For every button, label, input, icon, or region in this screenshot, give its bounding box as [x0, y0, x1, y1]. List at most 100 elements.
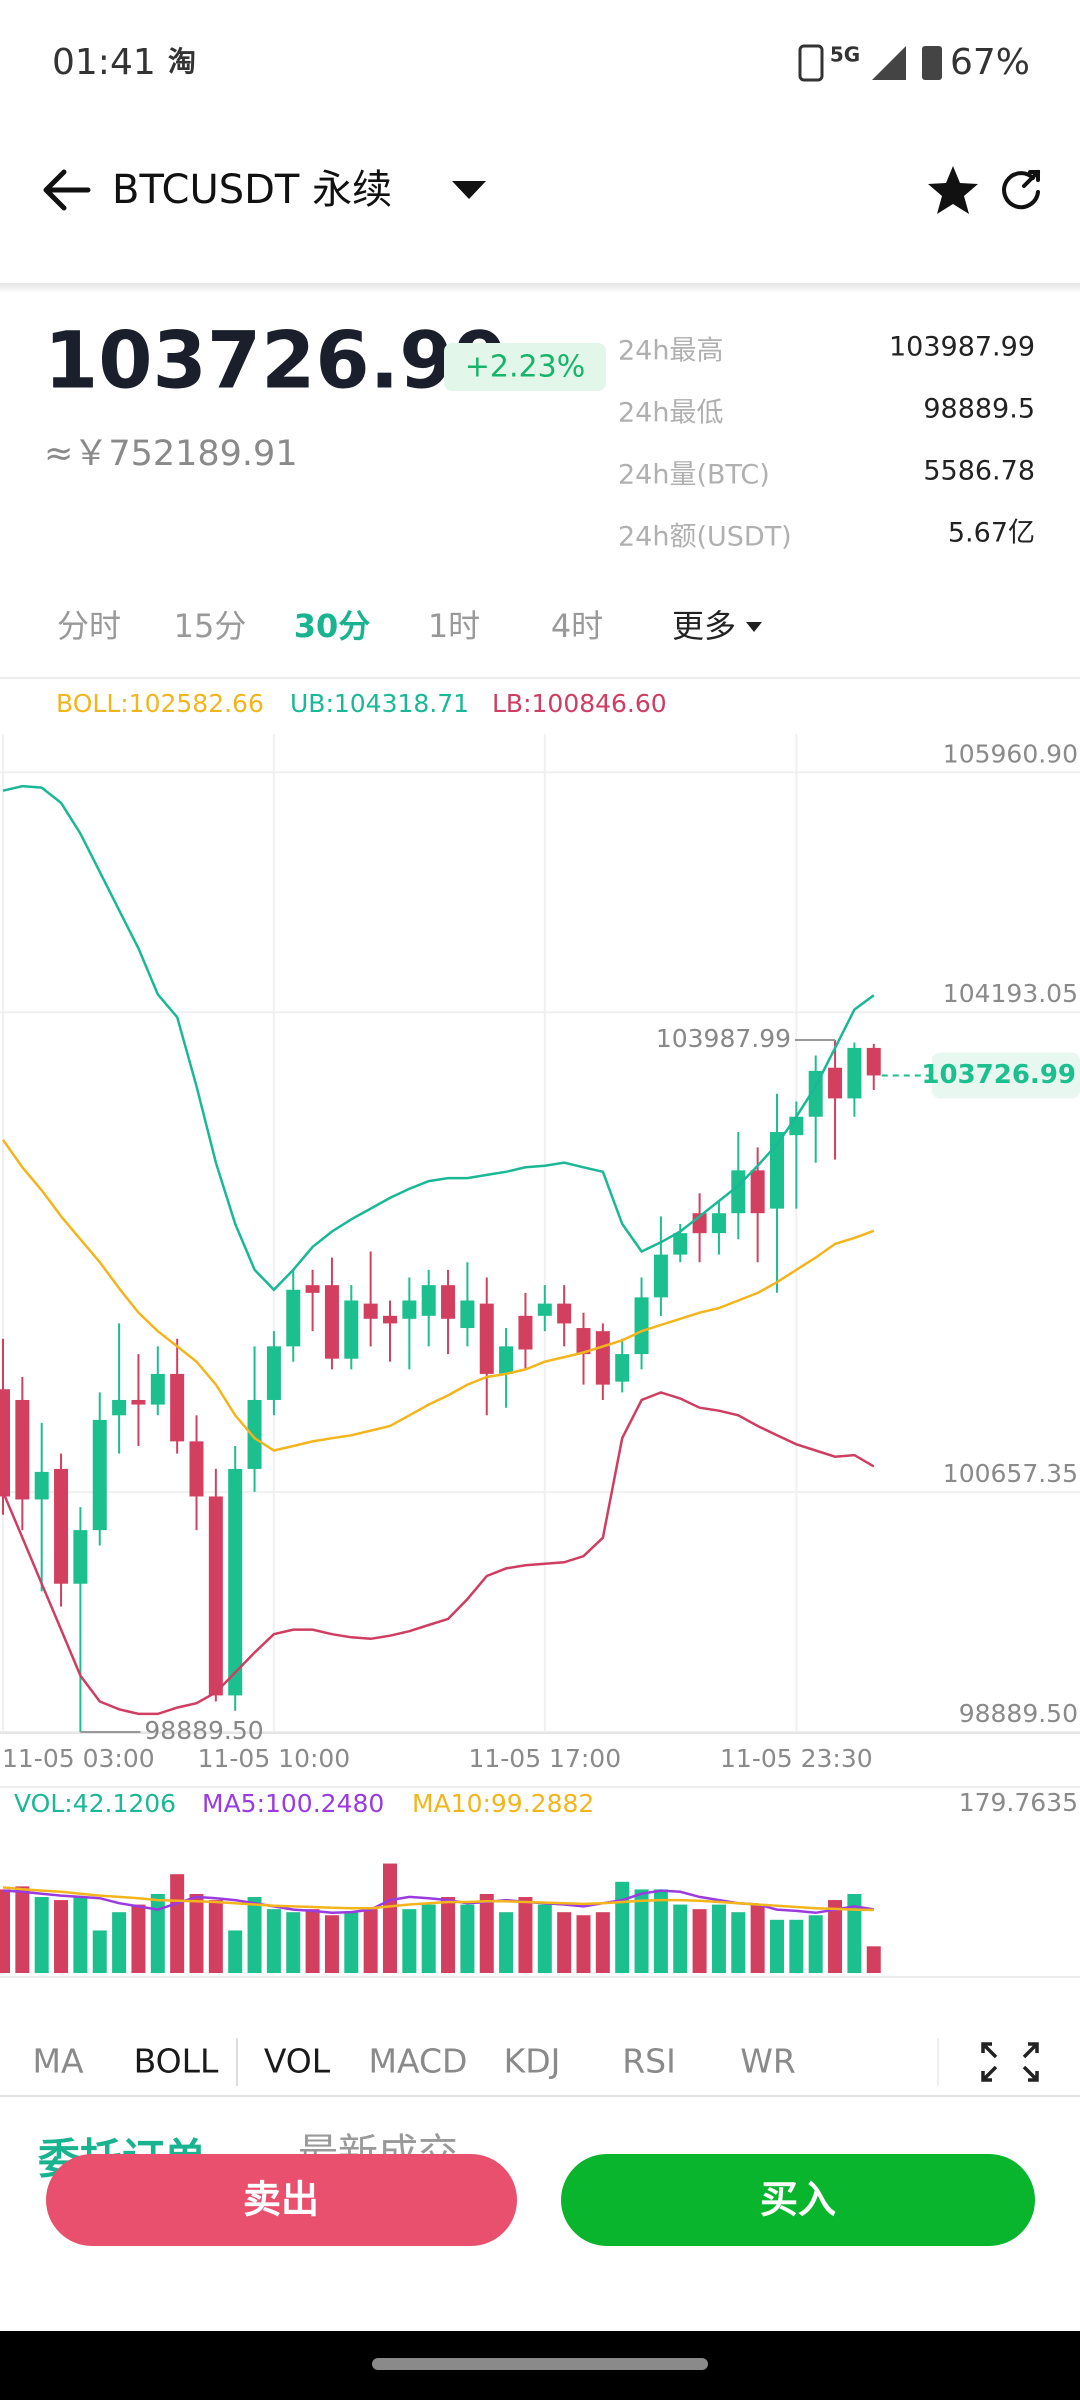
- candle-body: [324, 1285, 339, 1359]
- volume-bar: [866, 1946, 881, 1973]
- fullscreen-button[interactable]: [981, 2042, 1039, 2082]
- volume-bar: [576, 1915, 591, 1973]
- timeframe-tab[interactable]: 15分: [174, 607, 247, 645]
- volume-bar: [479, 1893, 494, 1973]
- timeframe-tab[interactable]: 30分: [294, 607, 371, 645]
- back-button[interactable]: [43, 169, 91, 211]
- buy-button[interactable]: [561, 2154, 1035, 2246]
- volume-bar: [499, 1912, 514, 1973]
- change-percent: +2.23%: [465, 350, 585, 385]
- candle-body: [615, 1354, 630, 1382]
- volume-bar: [73, 1897, 88, 1973]
- x-tick-label: 11-05 03:00: [2, 1744, 155, 1773]
- indicator-tab[interactable]: RSI: [622, 2042, 676, 2081]
- volume-bar: [731, 1912, 746, 1973]
- buy-label[interactable]: 买入: [760, 2178, 836, 2222]
- volume-bar: [595, 1912, 610, 1973]
- timeframe-tab[interactable]: 1时: [428, 607, 480, 645]
- volume-ma-line: [2, 1886, 874, 1912]
- volume-bar: [0, 1889, 10, 1973]
- home-indicator[interactable]: [372, 2358, 708, 2370]
- symbol-dropdown[interactable]: [452, 181, 486, 199]
- indicator-tab[interactable]: VOL: [264, 2042, 331, 2081]
- sell-label[interactable]: 卖出: [243, 2178, 319, 2222]
- candle-body: [54, 1468, 69, 1584]
- status-bar: 01:41 淘 5G 67%: [52, 42, 1030, 83]
- volume-bar: [808, 1915, 823, 1973]
- indicator-tab[interactable]: BOLL: [134, 2042, 219, 2081]
- stat-value: 5.67亿: [948, 518, 1035, 549]
- candle-body: [537, 1303, 552, 1316]
- volume-bar: [402, 1909, 417, 1973]
- volume-bar: [34, 1897, 49, 1973]
- favorite-button[interactable]: [928, 166, 978, 214]
- volume-bar: [421, 1904, 436, 1973]
- candle-body: [34, 1471, 49, 1500]
- ticker: 103726.99 +2.23% ≈￥752189.91: [44, 316, 606, 474]
- volume-bar: [518, 1897, 533, 1973]
- indicator-tab[interactable]: MA: [32, 2042, 83, 2081]
- indicator-legend: UB:104318.71: [290, 689, 469, 718]
- bollinger-line: [1, 1139, 875, 1452]
- timeframe-tab[interactable]: 分时: [57, 607, 121, 645]
- candle-body: [286, 1289, 301, 1347]
- volume-bar: [150, 1893, 165, 1973]
- low-label: 98889.50: [144, 1716, 263, 1745]
- stat-value: 98889.5: [923, 394, 1035, 425]
- volume-bar: [189, 1893, 204, 1973]
- battery: 67%: [950, 42, 1030, 83]
- volume-bar: [653, 1889, 668, 1973]
- candle-body: [421, 1285, 436, 1316]
- candle-body: [170, 1373, 185, 1442]
- volume-bar: [92, 1930, 107, 1973]
- nfc-icon: [798, 44, 824, 82]
- network: 5G: [830, 43, 860, 67]
- volume-bar: [286, 1912, 301, 1973]
- candle-body: [808, 1070, 823, 1117]
- dropdown-arrow[interactable]: [746, 622, 762, 632]
- x-tick-label: 11-05 10:00: [198, 1744, 351, 1773]
- candle-body: [247, 1399, 262, 1469]
- candle-body: [266, 1346, 281, 1400]
- candle-body: [131, 1399, 146, 1405]
- y-tick-label: 98889.50: [959, 1699, 1078, 1728]
- volume-bar: [770, 1919, 784, 1973]
- change-badge: [444, 343, 606, 391]
- share-button[interactable]: [1002, 170, 1040, 210]
- stat-value: 103987.99: [889, 332, 1035, 363]
- symbol-title[interactable]: BTCUSDT 永续: [112, 167, 392, 213]
- candle-body: [92, 1419, 107, 1531]
- volume-bar: [170, 1874, 185, 1973]
- indicator-tab[interactable]: KDJ: [504, 2042, 561, 2081]
- last-price-tag: [932, 1052, 1080, 1099]
- indicator-legend: BOLL:102582.66: [56, 689, 264, 718]
- candle-body: [770, 1132, 784, 1209]
- indicator-tab[interactable]: MACD: [369, 2042, 468, 2081]
- candle-body: [518, 1315, 533, 1350]
- volume-bar: [112, 1912, 127, 1973]
- candle-body: [595, 1331, 610, 1385]
- candle-body: [750, 1170, 765, 1214]
- volume-bar: [537, 1904, 552, 1973]
- volume-bar: [750, 1904, 765, 1973]
- x-tick-label: 11-05 23:30: [720, 1744, 873, 1773]
- candle-body: [866, 1047, 881, 1076]
- signal-icon: [872, 46, 906, 80]
- volume-legend: VOL:42.1206: [14, 1789, 176, 1818]
- volume-bar: [847, 1893, 862, 1973]
- timeframe-tab[interactable]: 更多: [672, 607, 736, 645]
- volume-bar: [363, 1909, 378, 1973]
- timeframe-tab[interactable]: 4时: [551, 607, 603, 645]
- volume-legend: MA5:100.2480: [202, 1789, 384, 1818]
- volume-bar: [208, 1900, 223, 1973]
- volume-bar: [460, 1904, 475, 1973]
- last-price-label: 103726.99: [921, 1060, 1076, 1090]
- y-tick-label: 100657.35: [943, 1459, 1078, 1488]
- volume-bar: [344, 1912, 359, 1973]
- y-tick-label: 179.7635: [959, 1788, 1078, 1817]
- volume-bar: [131, 1904, 146, 1973]
- sell-button[interactable]: [46, 2154, 517, 2246]
- candle-body: [847, 1047, 862, 1099]
- indicator-tab[interactable]: WR: [740, 2042, 796, 2081]
